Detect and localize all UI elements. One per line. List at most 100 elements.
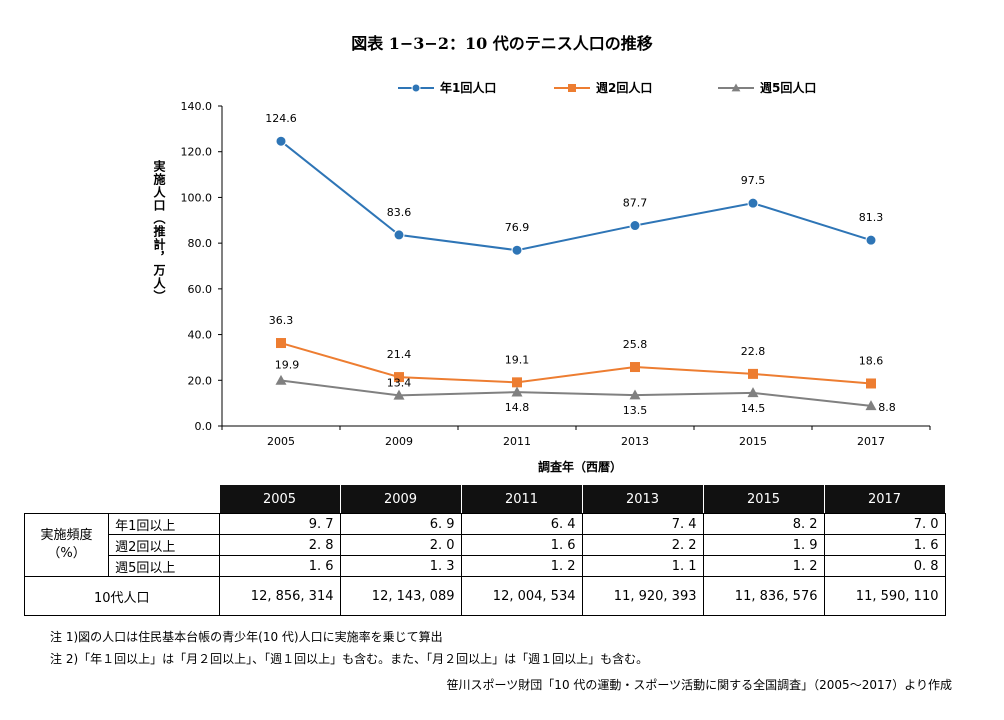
x-tick-label: 2005 (267, 435, 295, 448)
data-point-circle (393, 229, 405, 241)
x-tick-label: 2011 (503, 435, 531, 448)
x-tick-label: 2017 (857, 435, 885, 448)
table-cell: 1. 1 (581, 555, 704, 577)
data-point-circle (865, 234, 877, 246)
data-label: 18.6 (859, 354, 884, 367)
x-tick-label: 2013 (621, 435, 649, 448)
data-point-circle (411, 83, 421, 93)
table-cell: 2. 0 (339, 534, 462, 556)
data-point-triangle (747, 387, 759, 398)
table-cell: 1. 3 (339, 555, 462, 577)
data-label: 76.9 (505, 221, 530, 234)
legend-label: 週2回人口 (596, 80, 652, 95)
data-label: 97.5 (741, 174, 766, 187)
population-cell: 12, 856, 314 (218, 576, 341, 616)
frequency-group-label: 実施頻度 （%） (23, 513, 110, 577)
y-tick-label: 140.0 (181, 100, 213, 113)
table-cell: 9. 7 (218, 513, 341, 535)
table-header-row: 2005 2009 2011 2013 2015 2017 (24, 484, 946, 514)
data-point-triangle (393, 389, 405, 400)
table-cell: 6. 4 (460, 513, 583, 535)
y-axis-label: 実施人口（推計，万人） (152, 160, 166, 303)
table-cell: 1. 2 (460, 555, 583, 577)
x-tick-label: 2015 (739, 435, 767, 448)
table-row: 週5回以上 1. 6 1. 3 1. 2 1. 1 1. 2 0. 8 (25, 555, 946, 577)
population-row: 10代人口 12, 856, 314 12, 143, 089 12, 004,… (24, 576, 946, 616)
data-label: 81.3 (859, 211, 884, 224)
data-point-square (748, 368, 758, 379)
data-point-triangle (511, 386, 523, 397)
chart-title: 図表 1−3−2：10 代のテニス人口の推移 (351, 34, 653, 53)
data-label: 83.6 (387, 206, 412, 219)
table-year-header: 2005 (218, 484, 341, 514)
table-cell: 7. 0 (823, 513, 946, 535)
note-2: 注 2)「年１回以上」は「月２回以上」、「週１回以上」も含む。また、「月２回以上… (50, 652, 649, 666)
data-point-circle (747, 197, 759, 209)
data-point-triangle (865, 400, 877, 411)
data-point-square (276, 338, 286, 349)
row-label: 年1回以上 (108, 513, 220, 535)
table-year-header: 2009 (339, 484, 462, 514)
data-point-square (394, 372, 404, 383)
series-line (280, 140, 872, 252)
table-cell: 1. 9 (702, 534, 825, 556)
data-point-circle (275, 135, 287, 147)
data-label: 87.7 (623, 197, 648, 210)
x-axis-label: 調査年（西暦） (537, 460, 622, 474)
source-note: 笹川スポーツ財団「10 代の運動・スポーツ活動に関する全国調査」（2005〜20… (446, 678, 952, 692)
table-cell: 8. 2 (702, 513, 825, 535)
population-cell: 11, 590, 110 (823, 576, 946, 616)
table-year-header: 2013 (581, 484, 704, 514)
data-point-square (630, 362, 640, 373)
y-tick-label: 40.0 (188, 329, 213, 342)
population-cell: 12, 004, 534 (460, 576, 583, 616)
frequency-group-line2: （%） (47, 546, 86, 561)
row-label: 週5回以上 (108, 555, 220, 577)
population-cell: 12, 143, 089 (339, 576, 462, 616)
data-point-square (512, 377, 522, 388)
note-1: 注 1)図の人口は住民基本台帳の青少年(10 代)人口に実施率を乗じて算出 (50, 630, 443, 644)
data-label: 14.5 (741, 402, 766, 415)
population-cell: 11, 836, 576 (702, 576, 825, 616)
data-point-circle (629, 220, 641, 232)
table-cell: 6. 9 (339, 513, 462, 535)
y-tick-label: 20.0 (188, 374, 213, 387)
table-cell: 2. 8 (218, 534, 341, 556)
y-tick-label: 120.0 (181, 146, 213, 159)
data-label: 36.3 (269, 314, 294, 327)
y-tick-label: 80.0 (188, 237, 213, 250)
data-point-square (568, 84, 576, 92)
table-year-header: 2015 (702, 484, 825, 514)
population-cell: 11, 920, 393 (581, 576, 704, 616)
data-table: 2005 2009 2011 2013 2015 2017 実施頻度 （%） 年… (23, 484, 946, 616)
frequency-group-line1: 実施頻度 (40, 528, 93, 543)
notes: 注 1)図の人口は住民基本台帳の青少年(10 代)人口に実施率を乗じて算出 注 … (50, 626, 648, 670)
table-cell: 2. 2 (581, 534, 704, 556)
data-point-triangle (629, 389, 641, 400)
data-label: 13.5 (623, 404, 648, 417)
table-header-blank (24, 484, 219, 514)
data-label: 8.8 (878, 401, 896, 414)
data-label: 124.6 (265, 112, 297, 125)
x-tick-label: 2009 (385, 435, 413, 448)
line-chart: 0.0 20.0 40.0 60.0 80.0 100.0 120.0 140.0 2005 20… (181, 80, 931, 448)
y-tick-label: 60.0 (188, 283, 213, 296)
table-row: 実施頻度 （%） 年1回以上 9. 7 6. 9 6. 4 7. 4 8. 2 … (23, 513, 946, 577)
data-label: 19.9 (275, 359, 300, 372)
table-cell: 1. 2 (702, 555, 825, 577)
table-year-header: 2017 (823, 484, 946, 514)
row-label: 週2回以上 (108, 534, 220, 556)
legend-label: 週5回人口 (760, 80, 816, 95)
table-year-header: 2011 (460, 484, 583, 514)
data-label: 13.4 (387, 376, 412, 389)
data-label: 25.8 (623, 338, 648, 351)
legend-label: 年1回人口 (440, 80, 496, 95)
data-label: 21.4 (387, 348, 412, 361)
table-cell: 0. 8 (823, 555, 946, 577)
table-cell: 1. 6 (823, 534, 946, 556)
table-row: 週2回以上 2. 8 2. 0 1. 6 2. 2 1. 9 1. 6 (25, 534, 946, 556)
y-tick-label: 0.0 (195, 420, 213, 433)
data-point-triangle (275, 374, 287, 385)
series-line (280, 379, 872, 407)
table-cell: 1. 6 (460, 534, 583, 556)
